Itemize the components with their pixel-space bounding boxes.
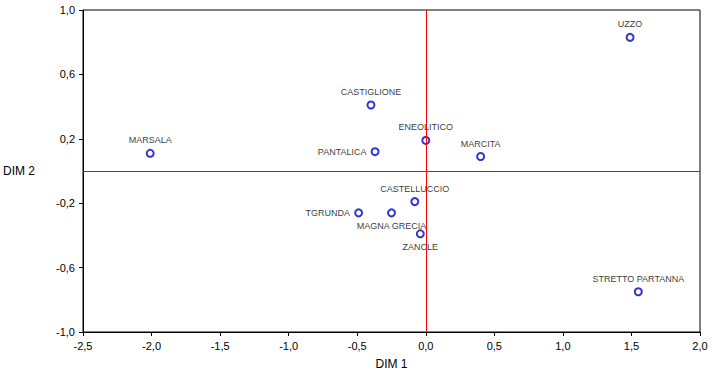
svg-text:-2,0: -2,0 (142, 340, 161, 352)
svg-text:-1,0: -1,0 (56, 326, 75, 338)
svg-text:UZZO: UZZO (618, 19, 643, 29)
svg-text:-0,2: -0,2 (56, 197, 75, 209)
svg-text:-0,5: -0,5 (348, 340, 367, 352)
svg-text:MAGNA GRECIA: MAGNA GRECIA (357, 221, 427, 231)
svg-text:1,0: 1,0 (60, 4, 75, 16)
svg-text:TGRUNDA: TGRUNDA (306, 208, 351, 218)
svg-text:ENEOLITICO: ENEOLITICO (399, 122, 454, 132)
svg-text:DIM 2: DIM 2 (3, 164, 35, 178)
svg-text:DIM 1: DIM 1 (375, 357, 407, 371)
svg-text:MARSALA: MARSALA (129, 135, 172, 145)
svg-text:0,0: 0,0 (418, 340, 433, 352)
svg-text:-1,5: -1,5 (211, 340, 230, 352)
svg-text:PANTALICA: PANTALICA (318, 147, 367, 157)
svg-text:0,2: 0,2 (60, 133, 75, 145)
svg-text:ZANCLE: ZANCLE (403, 242, 439, 252)
svg-text:-1,0: -1,0 (279, 340, 298, 352)
svg-text:-0,6: -0,6 (56, 262, 75, 274)
svg-text:CASTELLUCCIO: CASTELLUCCIO (380, 184, 449, 194)
svg-text:2,0: 2,0 (692, 340, 707, 352)
svg-text:STRETTO PARTANNA: STRETTO PARTANNA (592, 274, 684, 284)
svg-text:1,0: 1,0 (555, 340, 570, 352)
svg-text:0,6: 0,6 (60, 68, 75, 80)
svg-text:CASTIGLIONE: CASTIGLIONE (341, 87, 402, 97)
svg-text:MARCITA: MARCITA (461, 139, 501, 149)
svg-text:1,5: 1,5 (624, 340, 639, 352)
svg-text:0,5: 0,5 (487, 340, 502, 352)
svg-text:-2,5: -2,5 (74, 340, 93, 352)
